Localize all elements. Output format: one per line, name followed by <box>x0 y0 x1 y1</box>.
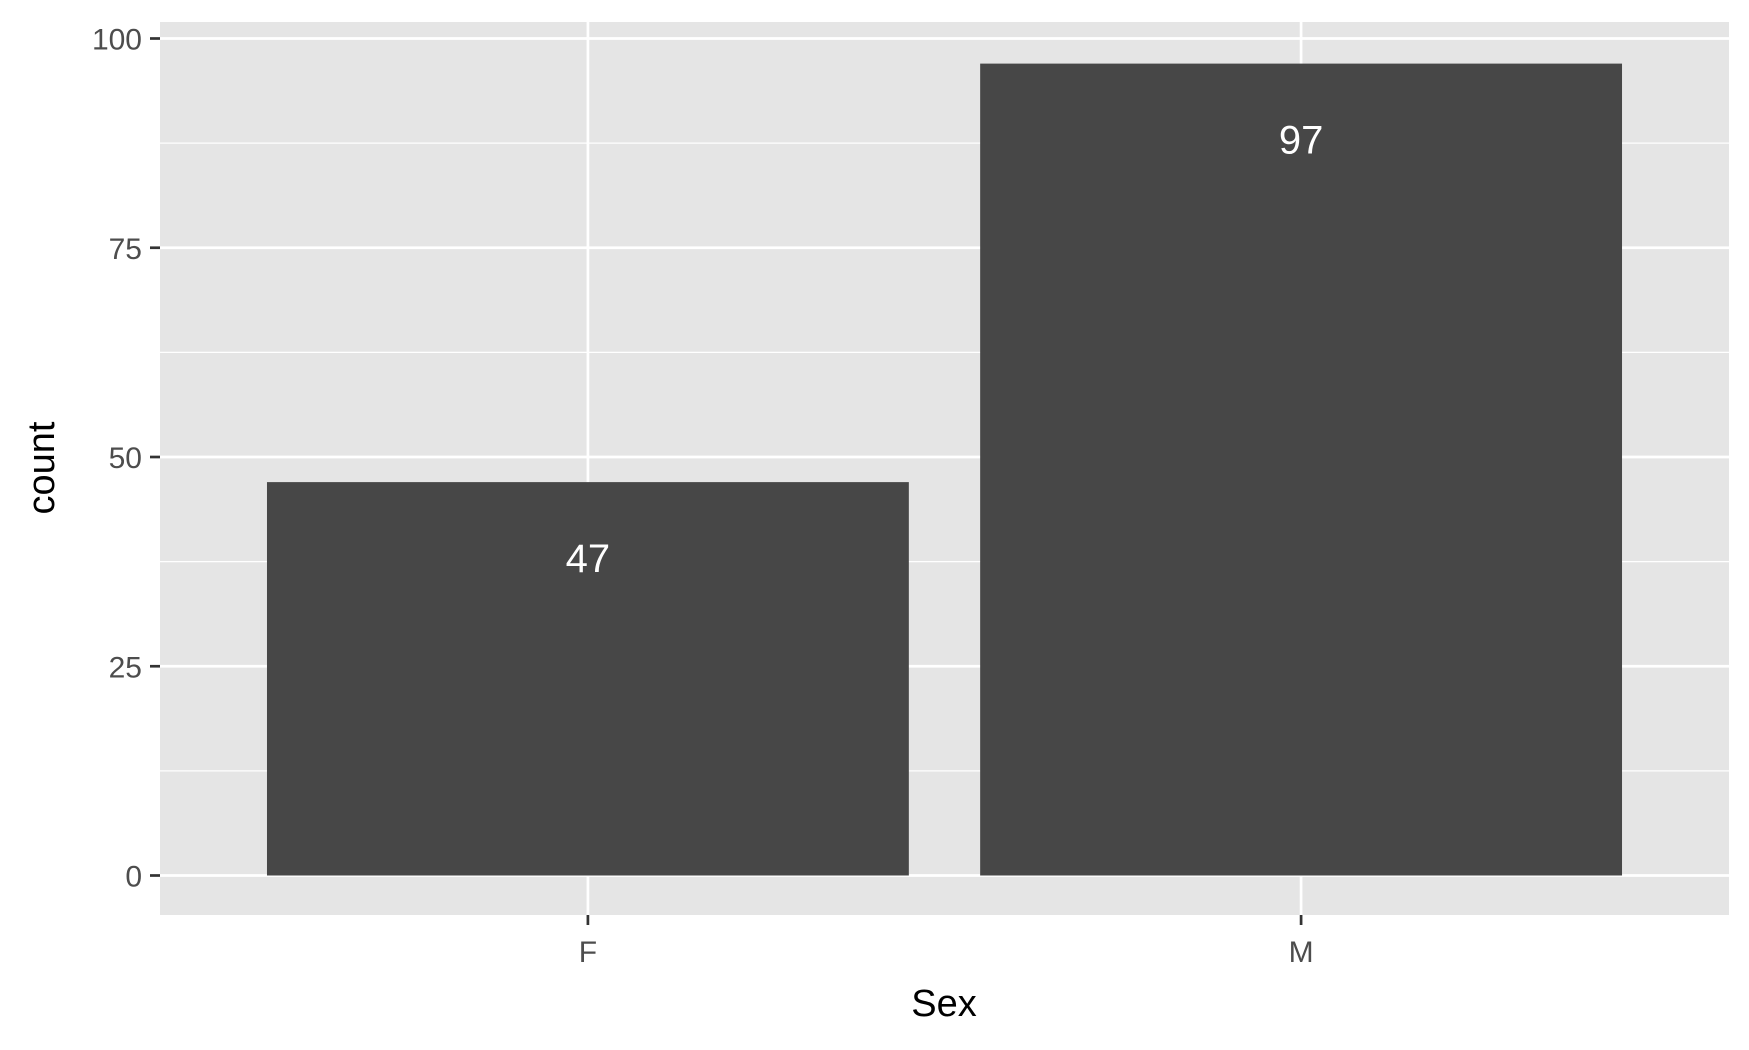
y-tick-label: 75 <box>109 233 142 266</box>
bars <box>266 63 1623 876</box>
x-tick-label: M <box>1289 936 1314 969</box>
data-labels: 47 97 <box>566 119 1324 581</box>
data-label: 97 <box>1279 119 1324 163</box>
y-axis-title: count <box>21 421 63 514</box>
x-axis-title: Sex <box>911 983 976 1025</box>
y-tick-label: 50 <box>109 442 142 475</box>
bar-f <box>266 482 909 876</box>
y-tick-label: 25 <box>109 651 142 684</box>
x-tick-label: F <box>579 936 597 969</box>
y-tick-label: 0 <box>125 861 142 894</box>
y-axis: 0 25 50 75 100 <box>92 24 160 894</box>
data-label: 47 <box>566 537 611 581</box>
y-tick-label: 100 <box>92 24 142 57</box>
bar-m <box>980 63 1623 876</box>
